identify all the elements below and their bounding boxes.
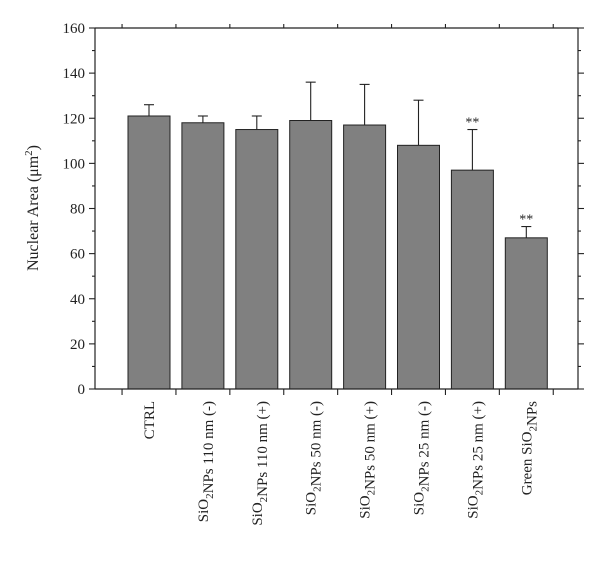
x-category-label: SiO2NPs 50 nm (-) xyxy=(304,401,325,515)
bar xyxy=(343,124,387,390)
y-tick-label: 40 xyxy=(70,292,85,308)
x-category-label: SiO2NPs 25 nm (-) xyxy=(412,401,433,515)
significance-group: ** ** xyxy=(465,116,533,228)
bar xyxy=(181,122,225,390)
y-ticks-group: 0 20 40 60 80 100 120 140 160 xyxy=(63,21,584,398)
y-tick-label: 160 xyxy=(63,21,86,37)
y-tick-label: 140 xyxy=(63,66,86,82)
y-tick-label: 0 xyxy=(78,382,86,398)
x-category-label: SiO2NPs 110 nm (-) xyxy=(196,401,217,522)
significance-marker: ** xyxy=(519,213,533,228)
bar xyxy=(397,144,440,390)
x-category-label: SiO2NPs 25 nm (+) xyxy=(465,401,486,519)
x-category-label: SiO2NPs 110 nm (+) xyxy=(250,401,271,526)
bar xyxy=(289,120,333,390)
y-tick-label: 60 xyxy=(70,247,85,263)
y-tick-label: 100 xyxy=(63,156,86,172)
significance-marker: ** xyxy=(465,116,479,131)
bar xyxy=(235,129,279,390)
bar xyxy=(504,237,548,390)
x-labels-group: CTRL SiO2NPs 110 nm (-) SiO2NPs 110 nm (+)… xyxy=(142,401,540,526)
y-tick-label: 120 xyxy=(63,111,86,127)
x-category-label: Green SiO2NPs xyxy=(519,401,540,495)
bar xyxy=(450,169,494,390)
error-bars-group xyxy=(144,81,532,238)
x-category-label: CTRL xyxy=(142,401,158,439)
y-tick-label: 20 xyxy=(70,337,85,353)
y-axis-title: Nuclear Area (μm2) xyxy=(23,145,42,271)
x-category-label: SiO2NPs 50 nm (+) xyxy=(358,401,379,519)
y-tick-label: 80 xyxy=(70,202,85,218)
bar xyxy=(127,115,171,390)
bars-group xyxy=(127,115,548,390)
